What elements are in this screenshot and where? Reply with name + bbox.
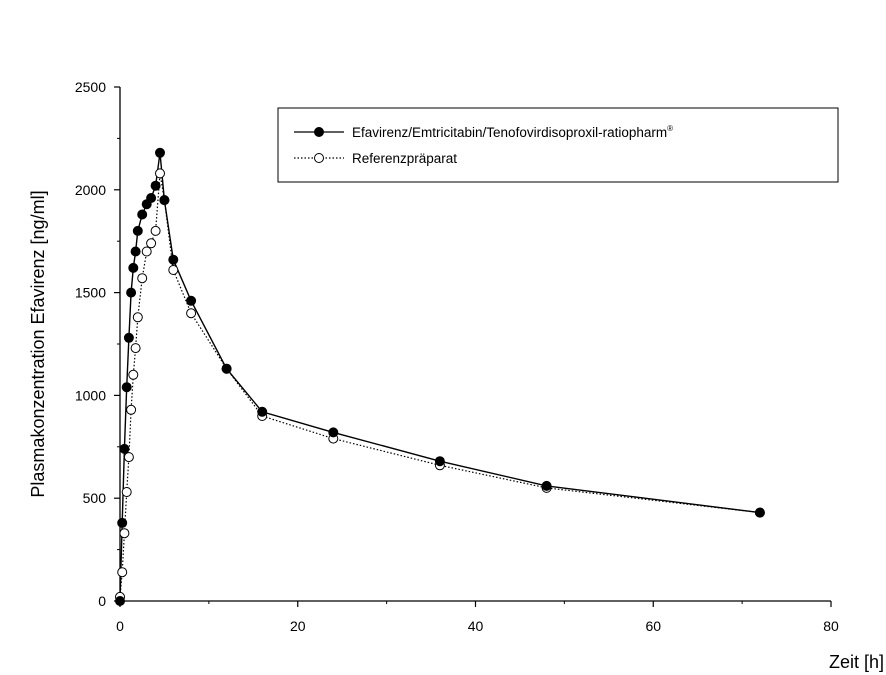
series-2-point-8 <box>132 312 143 323</box>
series-2-point-15 <box>168 265 179 275</box>
series-1-point-19 <box>328 427 339 438</box>
y-tick-label-0: 0 <box>98 593 106 609</box>
legend-label-1: Efavirenz/Emtricitabin/Tenofovirdisoprox… <box>352 124 673 140</box>
series-1-point-2 <box>119 443 130 454</box>
x-tick-label-3: 60 <box>645 618 661 634</box>
plot-area: 0 500 1000 1500 2000 2500 0 20 40 60 80 <box>75 79 839 634</box>
series-1-point-4 <box>123 332 134 343</box>
series-2-point-5 <box>126 404 137 415</box>
y-tick-label-5: 2500 <box>75 79 106 95</box>
y-axis-title: Plasmakonzentration Efavirenz [ng/ml] <box>28 190 48 497</box>
legend-entry-1: Efavirenz/Emtricitabin/Tenofovirdisoprox… <box>294 124 673 140</box>
series-1-point-15 <box>168 254 179 265</box>
y-tick-label-4: 2000 <box>75 182 106 198</box>
series-1-point-0 <box>115 596 125 606</box>
series-2-point-16 <box>186 308 197 319</box>
legend-entry-2: Referenzpräparat <box>294 151 457 166</box>
series-1-point-8 <box>132 225 143 236</box>
series-2-point-1 <box>117 567 128 578</box>
legend-box <box>277 107 839 183</box>
series-2-point-12 <box>150 225 161 236</box>
series-1-point-20 <box>434 456 445 467</box>
series-1-point-21 <box>541 480 552 491</box>
series-2-point-11 <box>146 238 157 249</box>
series-1-point-12 <box>150 180 161 191</box>
series-2-point-3 <box>121 487 132 497</box>
series-1-line <box>119 152 760 602</box>
legend-label-1-superscript: ® <box>667 124 673 133</box>
series-1-point-1 <box>117 517 128 528</box>
legend-label-1-name: Efavirenz/Emtricitabin/Tenofovirdisoprox… <box>352 125 667 140</box>
series-1-point-6 <box>128 262 139 273</box>
x-tick-label-4: 80 <box>823 618 839 634</box>
series-2-point-9 <box>137 273 148 284</box>
series-2-point-7 <box>130 343 141 354</box>
x-axis-title: Zeit [h] <box>829 652 884 672</box>
y-ticks: 0 500 1000 1500 2000 2500 <box>75 79 120 609</box>
series-1-point-18 <box>257 406 268 417</box>
series-2-point-2 <box>119 528 130 539</box>
x-tick-label-1: 20 <box>290 618 306 634</box>
series-1-point-17 <box>221 363 232 374</box>
series-1-point-11 <box>146 193 157 203</box>
series-2-point-6 <box>128 369 139 380</box>
y-tick-label-1: 500 <box>83 490 107 506</box>
series-1-point-16 <box>186 295 197 306</box>
y-tick-label-3: 1500 <box>75 285 106 301</box>
x-tick-label-0: 0 <box>116 618 124 634</box>
series-1-point-14 <box>159 195 170 206</box>
x-ticks: 0 20 40 60 80 <box>116 601 839 634</box>
series-1-point-7 <box>130 246 141 257</box>
series-1-point-22 <box>754 507 765 518</box>
series-2-line <box>119 173 760 597</box>
series-1-point-5 <box>126 287 137 298</box>
x-tick-label-2: 40 <box>468 618 484 634</box>
legend-marker-2 <box>314 153 324 163</box>
series-1-point-13 <box>155 147 165 158</box>
series-2-point-10 <box>141 246 152 257</box>
legend-marker-1 <box>314 127 324 137</box>
series-layer <box>115 147 765 606</box>
legend: Efavirenz/Emtricitabin/Tenofovirdisoprox… <box>277 107 839 183</box>
series-1-point-3 <box>121 382 132 393</box>
series-2-point-4 <box>123 452 134 463</box>
series-1-point-9 <box>137 209 148 220</box>
y-tick-label-2: 1000 <box>75 387 106 403</box>
series-2-point-13 <box>155 168 165 179</box>
legend-label-2: Referenzpräparat <box>352 151 457 166</box>
